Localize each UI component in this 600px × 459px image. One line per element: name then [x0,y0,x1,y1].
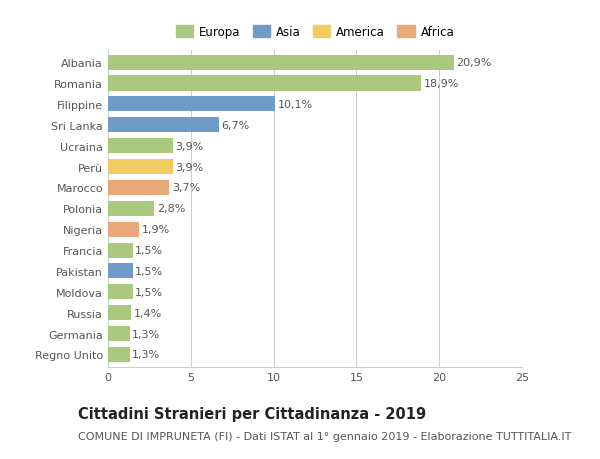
Text: 1,9%: 1,9% [142,225,170,235]
Text: 1,5%: 1,5% [136,266,163,276]
Text: 10,1%: 10,1% [278,100,313,110]
Bar [108,160,173,175]
Text: 1,5%: 1,5% [136,287,163,297]
Bar [108,285,133,300]
Bar [108,76,421,91]
Bar [108,243,133,258]
Bar [108,180,169,196]
Bar [108,118,219,133]
Legend: Europa, Asia, America, Africa: Europa, Asia, America, Africa [173,24,457,41]
Text: 3,7%: 3,7% [172,183,200,193]
Text: COMUNE DI IMPRUNETA (FI) - Dati ISTAT al 1° gennaio 2019 - Elaborazione TUTTITAL: COMUNE DI IMPRUNETA (FI) - Dati ISTAT al… [78,431,571,442]
Text: 1,3%: 1,3% [132,329,160,339]
Bar [108,264,133,279]
Text: 1,4%: 1,4% [134,308,162,318]
Bar [108,347,130,362]
Bar [108,97,275,112]
Text: 1,5%: 1,5% [136,246,163,256]
Bar [108,222,139,237]
Text: 3,9%: 3,9% [175,162,203,172]
Bar [108,326,130,341]
Text: 2,8%: 2,8% [157,204,185,214]
Bar [108,139,173,154]
Text: 20,9%: 20,9% [457,58,492,68]
Text: 6,7%: 6,7% [221,121,250,130]
Bar [108,202,154,216]
Bar [108,306,131,320]
Bar [108,56,454,71]
Text: 3,9%: 3,9% [175,141,203,151]
Text: 1,3%: 1,3% [132,350,160,360]
Text: Cittadini Stranieri per Cittadinanza - 2019: Cittadini Stranieri per Cittadinanza - 2… [78,406,426,421]
Text: 18,9%: 18,9% [424,79,459,89]
